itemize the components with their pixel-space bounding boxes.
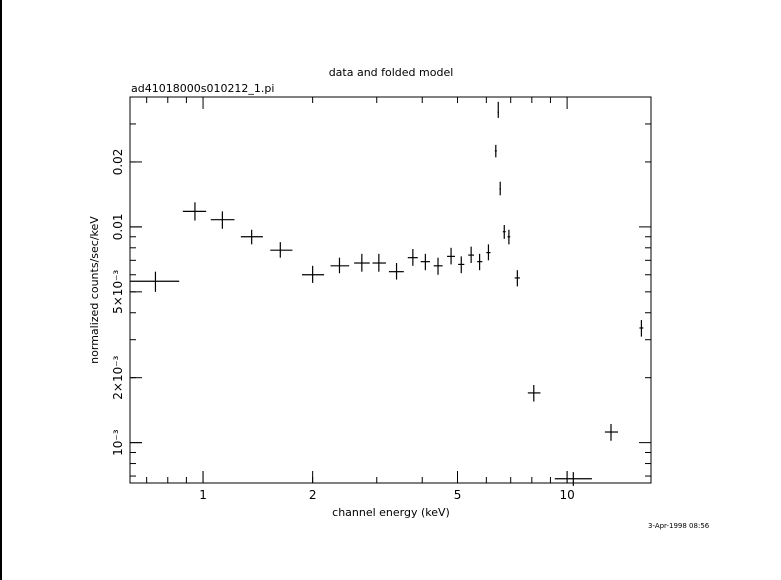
axis-ticks bbox=[130, 96, 651, 483]
data-point bbox=[604, 424, 619, 441]
data-point bbox=[372, 253, 386, 272]
data-point bbox=[270, 242, 293, 258]
x-tick-label: 10 bbox=[559, 488, 574, 502]
x-tick-label: 1 bbox=[199, 488, 207, 502]
data-point bbox=[554, 472, 592, 486]
data-point bbox=[433, 257, 443, 275]
y-tick-label: 0.02 bbox=[111, 149, 125, 176]
data-point bbox=[486, 244, 491, 261]
timestamp: 3-Apr-1998 08:56 bbox=[648, 522, 710, 530]
chart-subtitle: ad41018000s010212_1.pi bbox=[131, 82, 274, 95]
plot-frame bbox=[129, 96, 652, 484]
data-point bbox=[240, 229, 263, 245]
y-axis-label: normalized counts/sec/keV bbox=[88, 216, 101, 364]
x-axis-label: channel energy (keV) bbox=[332, 506, 450, 519]
data-point bbox=[507, 229, 511, 245]
data-point bbox=[130, 271, 180, 292]
data-point bbox=[407, 248, 418, 266]
data-point bbox=[502, 225, 506, 239]
axis-tick-labels: 1 2 5 10 10⁻³ 2×10⁻³ 5×10⁻³ 0.01 0.02 bbox=[111, 149, 575, 502]
data-point bbox=[468, 246, 475, 264]
x-tick-label: 5 bbox=[454, 488, 462, 502]
data-point bbox=[477, 253, 483, 271]
data-point bbox=[458, 256, 465, 274]
data-point bbox=[527, 384, 541, 402]
data-point bbox=[302, 265, 325, 283]
data-point bbox=[639, 320, 644, 337]
y-tick-label: 2×10⁻³ bbox=[111, 355, 125, 399]
data-point bbox=[330, 257, 350, 274]
data-point bbox=[494, 144, 497, 158]
data-point bbox=[420, 253, 430, 271]
y-tick-label: 10⁻³ bbox=[111, 429, 125, 456]
data-point bbox=[210, 211, 235, 229]
data-point bbox=[354, 253, 370, 272]
data-point bbox=[497, 101, 499, 118]
data-point bbox=[182, 202, 207, 221]
y-tick-label: 0.01 bbox=[111, 214, 125, 241]
chart-title: data and folded model bbox=[329, 66, 454, 79]
data-point bbox=[388, 263, 404, 280]
data-point bbox=[447, 247, 455, 265]
data-point bbox=[499, 181, 501, 196]
y-tick-label: 5×10⁻³ bbox=[111, 270, 125, 314]
window-left-border bbox=[0, 0, 2, 580]
data-point bbox=[514, 270, 520, 287]
x-tick-label: 2 bbox=[309, 488, 317, 502]
data-points bbox=[130, 101, 644, 486]
